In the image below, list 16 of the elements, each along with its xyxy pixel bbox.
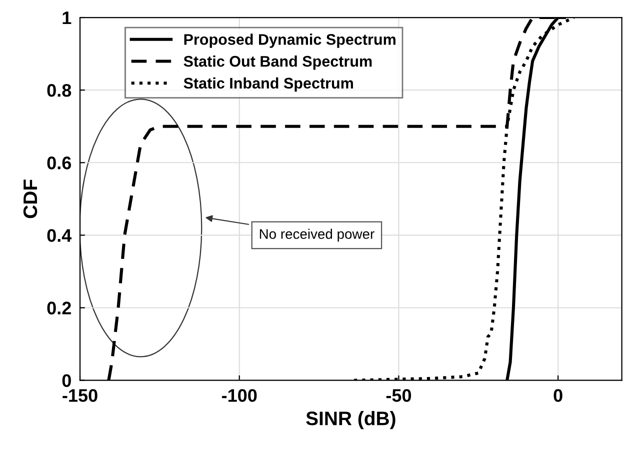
- legend-label: Proposed Dynamic Spectrum: [184, 34, 396, 48]
- annotation: No received power: [260, 228, 374, 242]
- x-tick-label: -50: [386, 389, 412, 402]
- legend-label: Static Out Band Spectrum: [184, 56, 372, 70]
- y-tick-label: 0: [62, 374, 71, 388]
- legend-label: Static Inband Spectrum: [184, 77, 353, 92]
- y-tick-label: 0.6: [47, 156, 72, 170]
- x-tick-label: -100: [222, 389, 257, 402]
- y-tick-label: 0.2: [47, 302, 71, 314]
- y-tick-label: 1: [62, 12, 72, 24]
- x-tick-label: 0: [554, 389, 562, 402]
- y-tick-label: 0.8: [47, 84, 72, 97]
- y-axis-title: CDF: [23, 180, 38, 218]
- x-tick-label: -150: [62, 389, 98, 402]
- x-axis-title: SINR (dB): [306, 411, 396, 430]
- y-tick-label: 0.4: [47, 229, 72, 242]
